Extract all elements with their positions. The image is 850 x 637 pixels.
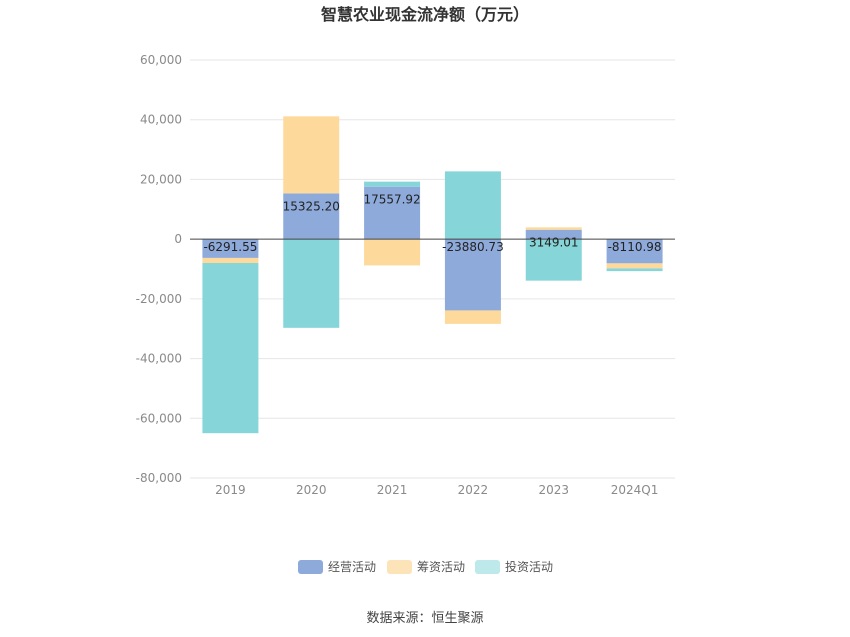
y-tick-label: 20,000 <box>140 172 182 186</box>
legend: 经营活动 筹资活动 投资活动 <box>298 559 553 574</box>
bar-segment <box>364 239 421 266</box>
data-label: -8110.98 <box>608 240 662 254</box>
data-label: 15325.20 <box>283 199 340 213</box>
bar-segment <box>606 239 663 264</box>
x-axis-ticks: 2019 2020 2021 2022 2023 2024Q1 <box>215 483 658 497</box>
bar-segment <box>202 239 259 258</box>
data-label: -23880.73 <box>442 240 504 254</box>
legend-swatch <box>387 560 412 574</box>
bar-segment <box>202 257 259 264</box>
bar-segment <box>202 263 259 434</box>
legend-item[interactable]: 经营活动 <box>298 560 376 574</box>
bar-segment <box>283 193 340 240</box>
x-tick-label: 2022 <box>458 483 489 497</box>
x-tick-label: 2023 <box>538 483 569 497</box>
y-tick-label: 0 <box>174 232 182 246</box>
bar-segment <box>525 229 582 240</box>
y-tick-label: -60,000 <box>136 411 182 425</box>
y-tick-label: -40,000 <box>136 352 182 366</box>
bar-segment <box>283 239 340 328</box>
legend-label: 经营活动 <box>328 560 376 574</box>
bars-layer <box>202 116 663 434</box>
bar-segment <box>364 186 421 240</box>
bar-segment <box>606 263 663 269</box>
legend-swatch <box>475 560 500 574</box>
grid-layer: 60,000 40,000 20,000 0 -20,000 -40,000 -60,000… <box>136 53 675 485</box>
legend-label: 投资活动 <box>505 559 553 574</box>
legend-label: 筹资活动 <box>417 560 465 574</box>
y-tick-label: -80,000 <box>136 471 182 485</box>
bar-segment <box>444 239 501 311</box>
bar-segment <box>444 171 501 240</box>
y-tick-label: -20,000 <box>136 292 182 306</box>
y-tick-label: 60,000 <box>140 53 182 67</box>
data-label: 3149.01 <box>529 236 579 250</box>
bar-segment <box>606 268 663 272</box>
data-labels-layer: -6291.55 15325.20 17557.92 -23880.73 3149.01… <box>203 193 661 254</box>
bar-segment <box>364 181 421 187</box>
legend-swatch <box>298 560 323 574</box>
legend-item[interactable]: 筹资活动 <box>387 560 465 574</box>
legend-item[interactable]: 投资活动 <box>475 559 553 574</box>
x-tick-label: 2019 <box>215 483 246 497</box>
data-label: 17557.92 <box>363 193 420 207</box>
data-label: -6291.55 <box>203 240 257 254</box>
chart-title: 智慧农业现金流净额（万元） <box>321 5 529 24</box>
bar-segment <box>283 116 340 194</box>
bar-segment <box>525 239 582 281</box>
x-tick-label: 2024Q1 <box>611 483 659 497</box>
x-tick-label: 2020 <box>296 483 327 497</box>
bar-segment <box>444 310 501 324</box>
y-tick-label: 40,000 <box>140 113 182 127</box>
source-note: 数据来源：恒生聚源 <box>366 611 483 626</box>
bar-segment <box>525 227 582 230</box>
x-tick-label: 2021 <box>377 483 408 497</box>
